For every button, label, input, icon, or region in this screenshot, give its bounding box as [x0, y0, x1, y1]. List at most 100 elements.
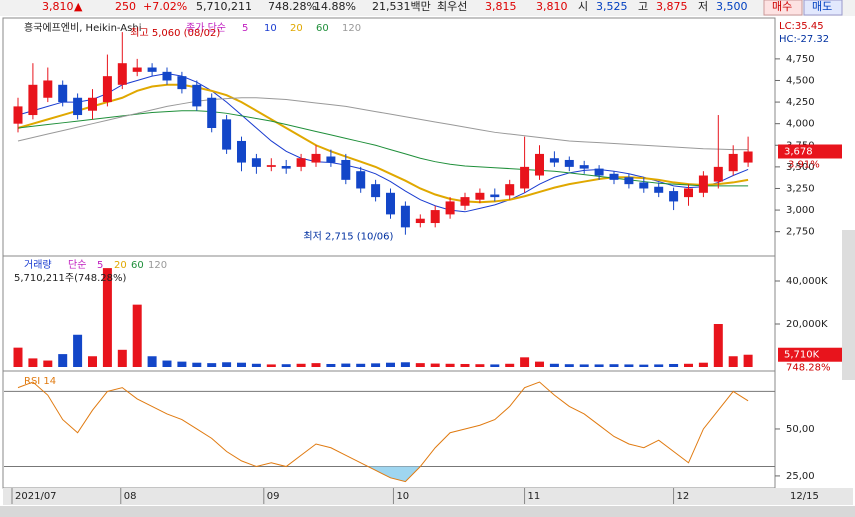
- lc-label: LC:35.45: [779, 21, 824, 32]
- volume-bar: [713, 324, 723, 367]
- candle-body: [73, 97, 83, 116]
- candle-body: [43, 80, 53, 98]
- volume-bar: [58, 354, 68, 367]
- candle-body: [266, 165, 276, 167]
- volume-bar: [743, 354, 753, 367]
- plot-frame: [2, 17, 776, 489]
- y-tick-label: 4,500: [786, 75, 815, 86]
- legend-entry: 60: [131, 260, 144, 271]
- candle-body: [430, 210, 440, 224]
- y-tick-label: 25,00: [786, 471, 815, 482]
- candle-body: [713, 166, 723, 182]
- candle-body: [609, 173, 619, 180]
- y-tick-label: 4,000: [786, 119, 815, 130]
- ma-line: [17, 97, 749, 151]
- x-tick-label: 12: [677, 491, 690, 502]
- volume-bar: [535, 361, 544, 367]
- volume-bar: [549, 363, 559, 367]
- volume-ratio: 748.28%: [268, 0, 317, 13]
- y-tick-label: 50,00: [786, 424, 815, 435]
- buy-label[interactable]: 매수: [772, 0, 792, 13]
- high-label: 고: [638, 0, 648, 13]
- hc-label: HC:-27.32: [779, 34, 829, 45]
- volume-bar: [386, 362, 395, 367]
- volume-bar: [117, 349, 127, 367]
- volume-bar: [371, 363, 381, 367]
- volume-bar: [147, 356, 157, 367]
- sell-label[interactable]: 매도: [812, 0, 832, 13]
- candle-body: [341, 159, 351, 180]
- volume: 5,710,211: [196, 0, 252, 13]
- volume-bar: [43, 360, 53, 367]
- candle-body: [237, 140, 246, 163]
- volume-bar: [460, 363, 470, 367]
- volume-bar: [326, 363, 336, 367]
- candle-body: [207, 97, 217, 128]
- volume-bar: [296, 363, 306, 367]
- low-annotation: 최저 2,715 (10/06): [303, 231, 393, 243]
- low-label: 저: [698, 0, 708, 13]
- y-tick-label: 20,000K: [786, 319, 828, 330]
- last-pct: 3.91%: [788, 159, 820, 170]
- volume-bar: [132, 304, 142, 367]
- volume-bar: [490, 364, 500, 367]
- last-volume-pct: 748.28%: [786, 363, 831, 374]
- volume-bar: [356, 363, 366, 367]
- high-annotation: 최고 5,060 (08/02): [130, 27, 220, 39]
- candle-body: [222, 119, 232, 150]
- low: 3,500: [716, 0, 748, 13]
- x-tick-label: 2021/07: [15, 491, 57, 502]
- volume-bar: [400, 362, 410, 367]
- buy-button[interactable]: [763, 0, 803, 16]
- volume-bar: [579, 364, 589, 367]
- legend-entry: 60: [316, 23, 329, 34]
- last-price-tag: [778, 144, 842, 159]
- best: 최우선: [437, 0, 467, 13]
- panel-title: 흥국에프엔비, Heikin-Ashi: [24, 21, 141, 34]
- scroll-bar[interactable]: [0, 506, 855, 517]
- volume-bar: [669, 363, 679, 367]
- x-axis-strip: [3, 488, 853, 505]
- ma-label: 종가 단순: [186, 22, 226, 34]
- y-tick-label: 3,500: [786, 162, 815, 173]
- legend-entry: 10: [264, 23, 277, 34]
- turnover: 14.88%: [314, 0, 356, 13]
- open: 3,525: [596, 0, 628, 13]
- volume-bar: [475, 364, 485, 367]
- sell-button[interactable]: [803, 0, 843, 16]
- subtitle: 5,710,211주(748.28%): [14, 273, 126, 284]
- x-tick-label: 08: [124, 491, 137, 502]
- candle-body: [88, 97, 97, 111]
- y-tick-label: 4,750: [786, 54, 815, 65]
- candle-body: [564, 159, 574, 167]
- candle-body: [684, 188, 693, 198]
- side-handle[interactable]: [842, 230, 855, 380]
- volume-bar: [415, 363, 425, 367]
- candle-body: [177, 76, 187, 90]
- quote-bar: [0, 0, 855, 16]
- candle-body: [58, 84, 68, 103]
- candle-body: [311, 153, 321, 163]
- x-end-label: 12/15: [790, 491, 819, 502]
- candle-body: [549, 158, 559, 163]
- candle-body: [192, 84, 202, 107]
- candle-body: [520, 166, 530, 189]
- candle-body: [639, 182, 649, 189]
- candle-body: [415, 218, 425, 224]
- volume-bar: [266, 364, 276, 367]
- last-price: 3,678: [784, 146, 813, 157]
- legend-entry: 120: [342, 23, 361, 34]
- candle-body: [28, 84, 38, 116]
- candle-body: [594, 168, 604, 176]
- legend-entry: 20: [114, 260, 127, 271]
- last-volume: 5,710K: [784, 350, 820, 361]
- bid: 3,810: [536, 0, 568, 13]
- volume-bar: [654, 364, 664, 367]
- y-tick-label: 3,250: [786, 183, 815, 194]
- arrow: ▲: [74, 0, 83, 13]
- last-volume-tag: [778, 347, 842, 362]
- candle-body: [281, 166, 291, 169]
- volume-bar: [445, 363, 455, 367]
- legend-entry: 5: [97, 260, 103, 271]
- price: 3,810: [42, 0, 74, 13]
